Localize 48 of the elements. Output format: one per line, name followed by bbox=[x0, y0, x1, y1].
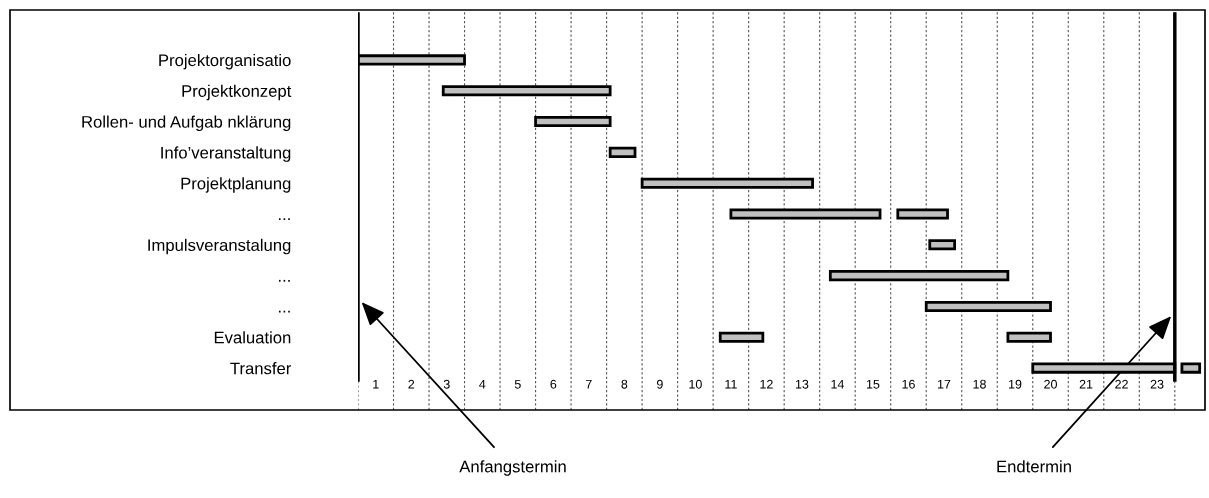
y-tick-label: Rollen- und Aufgab nklärung bbox=[82, 115, 291, 132]
y-tick-label: Impulsveranstalung bbox=[148, 238, 291, 255]
bar bbox=[1180, 362, 1202, 374]
x-tick-label: 13 bbox=[795, 379, 809, 389]
x-tick-label: 5 bbox=[514, 379, 521, 389]
x-tick-label: 9 bbox=[656, 379, 663, 389]
x-tick-label: 1 bbox=[373, 379, 379, 389]
x-tick-label: 10 bbox=[689, 379, 702, 389]
x-tick-label: 14 bbox=[831, 379, 845, 389]
ref-line-label: Anfangstermin bbox=[459, 460, 566, 476]
ref-line-label: Endtermin bbox=[997, 460, 1071, 473]
bar bbox=[896, 208, 949, 220]
x-tick-label: 18 bbox=[973, 379, 986, 389]
bar bbox=[534, 116, 612, 128]
x-tick-label: 7 bbox=[586, 379, 592, 389]
y-tick-label: Transfer bbox=[230, 362, 292, 375]
x-tick-label: 16 bbox=[902, 379, 915, 389]
x-tick-label: 15 bbox=[866, 379, 880, 389]
y-tick-label: ... bbox=[278, 218, 290, 221]
x-tick-label: 6 bbox=[550, 379, 557, 389]
x-tick-label: 4 bbox=[479, 379, 486, 389]
x-tick-label: 23 bbox=[1150, 379, 1164, 389]
y-tick-label: Evaluation bbox=[214, 331, 291, 344]
y-tick-label: Info’veranstaltung bbox=[161, 146, 291, 162]
x-tick-label: 22 bbox=[1115, 379, 1128, 389]
x-tick-label: 19 bbox=[1009, 379, 1022, 389]
x-tick-label: 17 bbox=[937, 379, 951, 389]
bar bbox=[928, 239, 957, 251]
x-tick-label: 20 bbox=[1044, 379, 1057, 389]
bar bbox=[924, 300, 1052, 313]
bar bbox=[1006, 331, 1052, 343]
x-tick-label: 12 bbox=[760, 379, 773, 389]
bar bbox=[640, 177, 814, 189]
bar bbox=[828, 270, 1010, 282]
x-tick-label: 2 bbox=[408, 379, 415, 389]
y-tick-label: ... bbox=[278, 310, 290, 313]
bar bbox=[608, 146, 637, 158]
bar bbox=[729, 208, 882, 220]
x-tick-label: 21 bbox=[1079, 379, 1093, 389]
y-tick-label: ... bbox=[278, 279, 290, 282]
y-tick-label: Projektkonzept bbox=[182, 84, 292, 101]
x-tick-label: 11 bbox=[725, 379, 737, 389]
y-tick-label: Projektorganisatio bbox=[159, 53, 291, 70]
x-tick-label: 8 bbox=[621, 379, 628, 389]
bar bbox=[718, 331, 765, 343]
bar bbox=[441, 85, 612, 97]
x-tick-label: 3 bbox=[443, 379, 450, 389]
y-tick-label: Projektplanung bbox=[181, 177, 291, 193]
